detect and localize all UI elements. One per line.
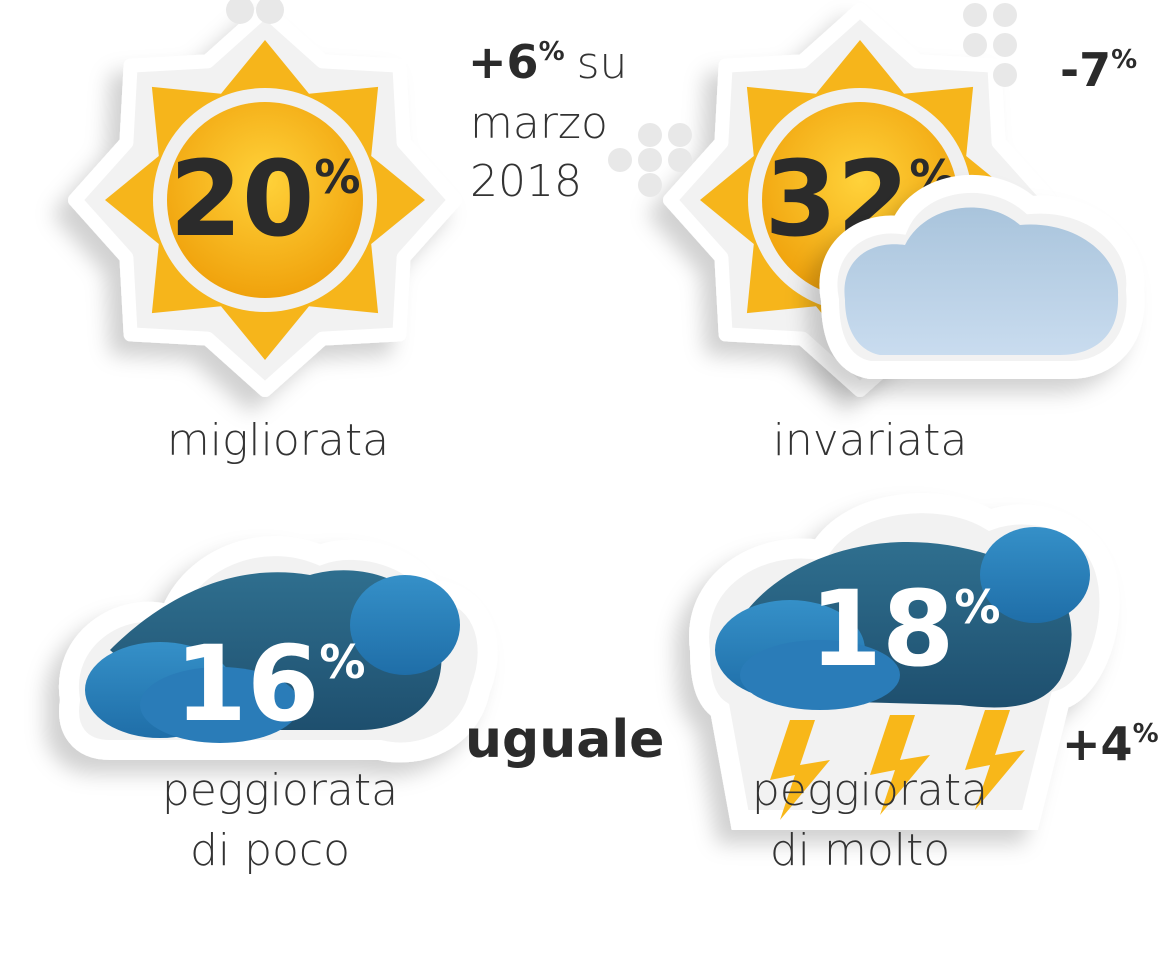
change: +6% su [468,35,627,89]
icons [58,0,1120,830]
label: di molto [770,825,950,876]
change: -7% [1060,43,1137,97]
note: 2018 [470,156,582,207]
change: uguale [465,710,664,770]
label: peggiorata [752,765,988,816]
percent-value: 20 [170,138,315,260]
percent-value: 18 [810,568,955,690]
note: marzo [470,98,608,149]
change: +4% [1062,717,1159,771]
lightning [770,710,1025,820]
label: invariata [773,415,968,466]
change-value: +6 [468,35,539,89]
percent: 18% [810,568,1001,690]
cloud [844,207,1119,355]
percent-value: 16 [175,623,320,745]
change-unit: % [539,37,565,67]
label: di poco [190,825,350,876]
change-unit: % [1133,719,1159,749]
sun-core [167,102,363,298]
note: su [577,38,628,89]
dots [226,0,1017,197]
change-value: -7 [1060,43,1111,97]
label: migliorata [167,415,389,466]
percent: 16% [175,623,366,745]
change-value: uguale [465,710,664,770]
change-value: +4 [1062,717,1133,771]
change-unit: % [1111,45,1137,75]
percent: 20% [170,138,361,260]
percent-unit: % [319,635,365,689]
light-cloud [819,175,1145,379]
texts: migliorata invariata peggiorata di poco … [162,35,1159,876]
label: peggiorata [162,765,398,816]
percent-unit: % [954,580,1000,634]
percent-unit: % [314,150,360,204]
